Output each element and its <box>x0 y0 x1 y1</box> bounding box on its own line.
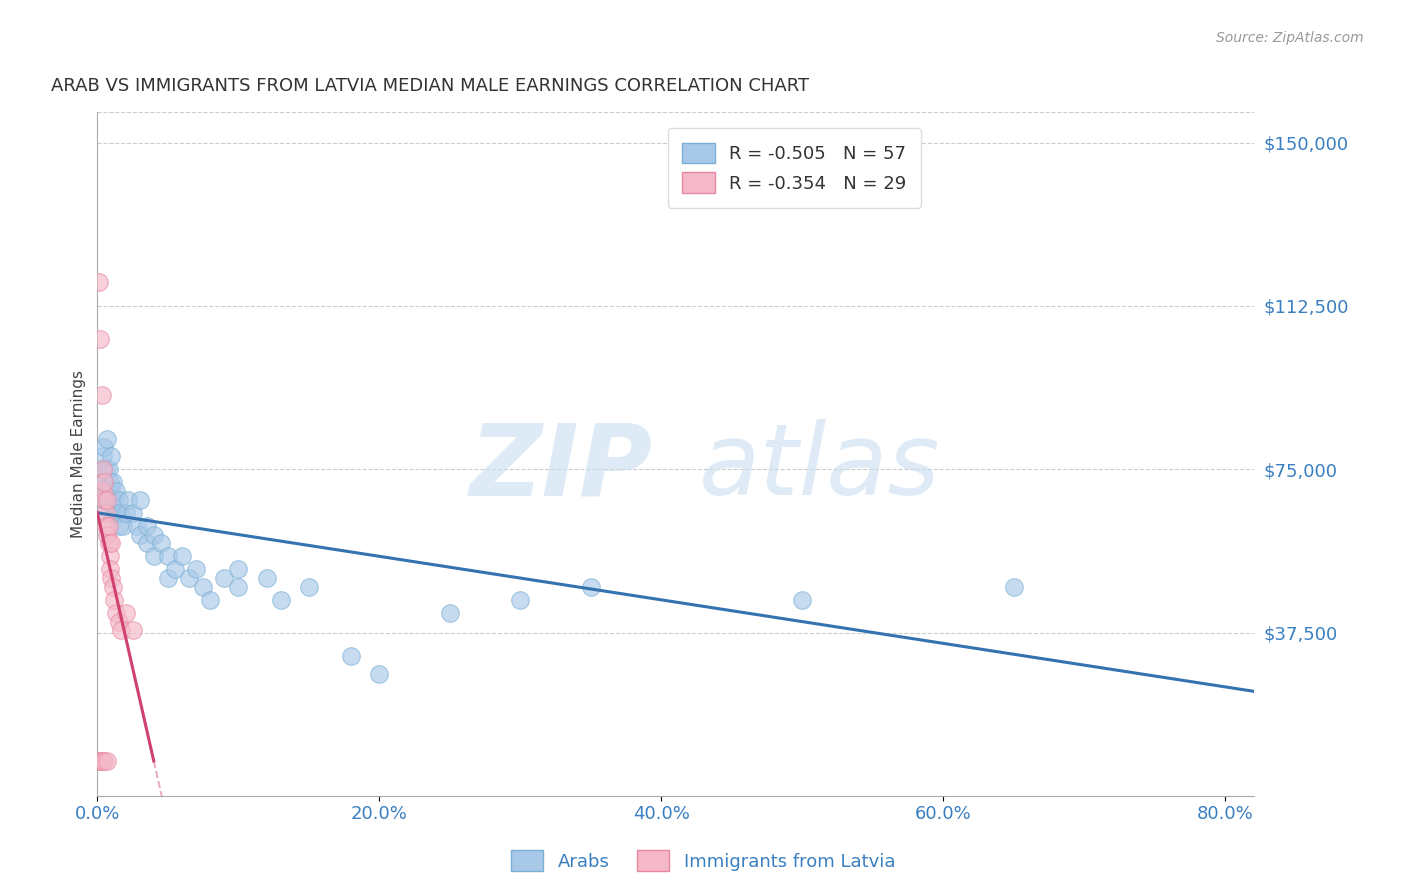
Point <box>100 483 122 498</box>
Point <box>184 562 207 576</box>
Point <box>104 483 127 498</box>
Point <box>94 492 117 507</box>
Point <box>177 571 200 585</box>
Point <box>96 754 118 768</box>
Point <box>212 571 235 585</box>
Point <box>93 754 115 768</box>
Point <box>107 519 129 533</box>
Point <box>94 519 117 533</box>
Point <box>91 483 114 498</box>
Point <box>89 462 111 476</box>
Point <box>1002 580 1025 594</box>
Point <box>108 506 131 520</box>
Point <box>91 462 114 476</box>
Point <box>93 492 115 507</box>
Point <box>90 754 112 768</box>
Point <box>94 462 117 476</box>
Point <box>96 527 118 541</box>
Point <box>98 475 121 490</box>
Point <box>191 580 214 594</box>
Point <box>98 492 121 507</box>
Point <box>298 580 321 594</box>
Point <box>97 462 120 476</box>
Point <box>96 483 118 498</box>
Text: Source: ZipAtlas.com: Source: ZipAtlas.com <box>1216 31 1364 45</box>
Point <box>121 624 143 638</box>
Point <box>98 562 121 576</box>
Point <box>125 519 148 533</box>
Point <box>114 606 136 620</box>
Point <box>111 519 134 533</box>
Point <box>103 492 125 507</box>
Point <box>110 624 132 638</box>
Point <box>104 606 127 620</box>
Point <box>256 571 278 585</box>
Point <box>98 549 121 564</box>
Point <box>170 549 193 564</box>
Point <box>105 506 128 520</box>
Point <box>97 536 120 550</box>
Point <box>100 449 122 463</box>
Point <box>97 506 120 520</box>
Point <box>270 592 292 607</box>
Legend: R = -0.505   N = 57, R = -0.354   N = 29: R = -0.505 N = 57, R = -0.354 N = 29 <box>668 128 921 208</box>
Point <box>93 475 115 490</box>
Text: ARAB VS IMMIGRANTS FROM LATVIA MEDIAN MALE EARNINGS CORRELATION CHART: ARAB VS IMMIGRANTS FROM LATVIA MEDIAN MA… <box>51 78 810 95</box>
Point <box>103 592 125 607</box>
Point <box>90 475 112 490</box>
Point <box>156 571 179 585</box>
Point <box>89 332 111 346</box>
Point <box>163 562 186 576</box>
Point <box>135 536 157 550</box>
Point <box>792 592 814 607</box>
Point <box>96 492 118 507</box>
Point <box>579 580 602 594</box>
Point <box>198 592 221 607</box>
Point <box>100 571 122 585</box>
Point <box>156 549 179 564</box>
Point <box>128 492 150 507</box>
Text: ZIP: ZIP <box>470 419 652 516</box>
Point <box>368 666 391 681</box>
Y-axis label: Median Male Earnings: Median Male Earnings <box>72 370 86 538</box>
Point <box>340 649 363 664</box>
Point <box>121 506 143 520</box>
Point <box>97 519 120 533</box>
Point <box>107 492 129 507</box>
Legend: Arabs, Immigrants from Latvia: Arabs, Immigrants from Latvia <box>503 843 903 879</box>
Point <box>96 432 118 446</box>
Point <box>117 492 139 507</box>
Point <box>107 615 129 629</box>
Point <box>91 449 114 463</box>
Point <box>89 754 111 768</box>
Text: atlas: atlas <box>699 419 941 516</box>
Point <box>135 519 157 533</box>
Point <box>439 606 461 620</box>
Point <box>149 536 172 550</box>
Point <box>128 527 150 541</box>
Point <box>142 527 165 541</box>
Point <box>114 506 136 520</box>
Point <box>93 441 115 455</box>
Point <box>91 492 114 507</box>
Point <box>87 275 110 289</box>
Point <box>87 754 110 768</box>
Point <box>228 562 250 576</box>
Point <box>93 475 115 490</box>
Point <box>100 536 122 550</box>
Point <box>90 388 112 402</box>
Point <box>103 506 125 520</box>
Point <box>94 506 117 520</box>
Point <box>142 549 165 564</box>
Point <box>101 580 124 594</box>
Point <box>228 580 250 594</box>
Point <box>101 475 124 490</box>
Point <box>509 592 531 607</box>
